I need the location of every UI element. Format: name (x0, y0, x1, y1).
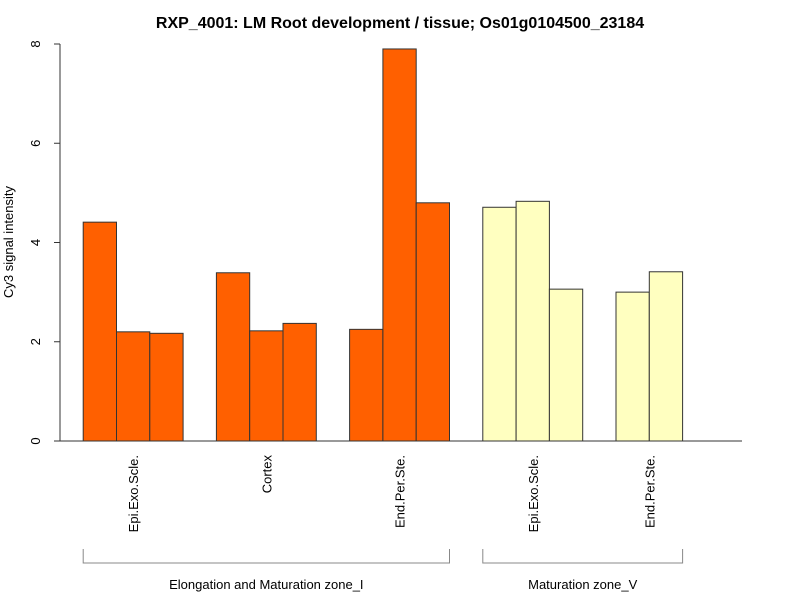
bar (548, 288, 584, 442)
bar (249, 330, 284, 442)
y-axis: 0 2 4 6 8 (28, 40, 61, 445)
bar (482, 206, 517, 442)
category-label: Epi.Exo.Scle. (526, 455, 541, 532)
bar (116, 331, 151, 442)
y-tick-label: 8 (28, 40, 43, 47)
category-labels: Epi.Exo.Scle. Cortex End.Per.Ste. Epi.Exo.S… (126, 455, 657, 533)
bar (349, 328, 384, 442)
group-label: Elongation and Maturation zone_I (169, 577, 363, 592)
y-tick-label: 6 (28, 140, 43, 147)
bar (415, 202, 451, 442)
category-label: Cortex (259, 455, 274, 494)
y-tick-label: 4 (28, 239, 43, 246)
group-brackets: Elongation and Maturation zone_I Maturati… (82, 549, 684, 592)
category-label: Epi.Exo.Scle. (126, 455, 141, 532)
group-bracket (82, 549, 450, 564)
y-tick-label: 0 (28, 437, 43, 444)
bar (149, 332, 184, 442)
bar (615, 291, 650, 442)
group-bracket (482, 549, 684, 564)
bar (215, 272, 251, 442)
category-label: End.Per.Ste. (642, 455, 657, 528)
bar (515, 200, 550, 442)
y-axis-label: Cy3 signal intensity (1, 186, 16, 298)
bar (648, 271, 684, 442)
bar (82, 221, 117, 442)
chart-title: RXP_4001: LM Root development / tissue; … (156, 15, 644, 32)
bars (82, 48, 684, 442)
category-label: End.Per.Ste. (393, 455, 408, 528)
y-tick-label: 2 (28, 338, 43, 345)
group-label: Maturation zone_V (528, 577, 637, 592)
bar (382, 48, 417, 442)
bar (282, 322, 317, 442)
